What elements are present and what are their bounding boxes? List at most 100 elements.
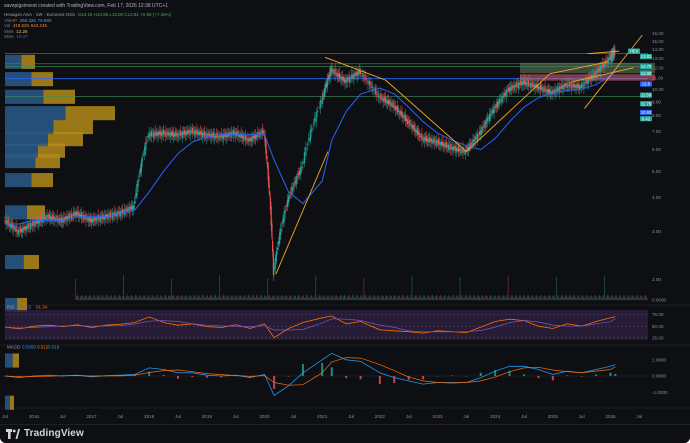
candle-body [510,86,512,91]
volume-bar [544,295,546,300]
macd-histogram-bar [287,376,290,377]
time-tick-label-10: Jul [290,414,296,419]
volume-bar [548,295,550,300]
candle-body [610,54,612,61]
candle-body [379,96,381,98]
volume-bar [440,295,441,300]
candle-body [11,222,13,228]
volume-bar [430,298,431,300]
candle-body [414,128,416,132]
candle-body [56,215,58,222]
candle-body [521,81,523,86]
volume-bar [355,297,357,300]
candle-body [572,84,574,87]
price-tick-label-10: 6.00 [652,147,661,152]
candle-body [556,86,558,92]
volume-bar [390,295,391,300]
volume-bar [374,296,376,300]
volume-bar [80,296,81,300]
volume-bar [458,297,460,300]
price-tick-label-1: 15.00 [652,39,664,44]
price-label-text-8: 9.42 [642,116,651,121]
volume-bar [324,296,326,300]
candle-body [467,145,470,151]
volume-bar [108,297,110,300]
candle-body [220,133,222,139]
volume-bar [326,295,328,300]
macd-value1: 0.0959 [22,345,36,350]
volume-bar [133,298,135,300]
candle-body [493,106,495,114]
candle-body [526,83,528,85]
candle-body [520,80,522,86]
chart-canvas[interactable]: 16.0015.0014.0013.0012.0011.0010.009.008… [0,0,690,424]
volume-bar [129,298,130,300]
candle-body [64,216,66,221]
candle-body [374,87,377,95]
volume-bar [241,298,243,300]
candle-body [84,217,86,218]
volume-bar [622,297,624,300]
volume-bar [230,296,232,300]
volume-bar [172,295,173,300]
time-tick-label-8: Jul [233,414,239,419]
volume-bar [519,295,520,300]
sma-long-line [5,71,616,225]
volume-bar [512,297,514,300]
volume-bar [347,296,348,300]
candle-body [303,152,306,164]
volume-bar [273,295,275,300]
volume-bar [96,297,98,300]
volume-bar [627,295,629,300]
candle-body [463,150,465,152]
candle-body [495,104,497,107]
volume-bar [488,298,490,300]
candle-body [228,131,230,137]
candle-body [399,110,401,115]
volume-bar [103,297,105,300]
candle-body [356,71,358,77]
candle-body [528,83,531,85]
volume-bar [307,295,308,300]
price-label-text-0: HEX [630,49,639,54]
legend-sma1-row[interactable]: SMA 12.26 [4,29,171,35]
legend-vol-row[interactable]: Vol 419.52K 943.24K [4,23,171,29]
candle-body [432,140,434,142]
volume-bar [513,297,515,300]
candle-body [439,142,441,145]
volume-profile-down-bar [23,255,39,270]
volume-profile-up-bar [5,297,18,312]
volume-bar [93,295,95,300]
volume-bar [490,295,492,300]
legend-vwap-row[interactable]: VWAP 256.32K 79.98K [4,18,171,24]
tradingview-brand[interactable]: TradingView [24,428,84,439]
volume-bar [454,298,456,300]
volume-bar [149,297,151,300]
volume-bar [286,296,288,300]
volume-bar [201,295,203,300]
candle-body [608,57,611,60]
candle-body [607,57,609,64]
volume-bar [535,295,537,300]
time-tick-label-9: 2020 [259,414,270,419]
volume-bar [165,295,166,300]
volume-bar [188,296,190,300]
volume-bar [302,295,303,300]
candle-body [346,77,348,82]
volume-bar [270,296,272,300]
candle-body [283,211,285,223]
volume-bar [285,295,287,300]
legend-sma2-row[interactable]: SMA 10.37 [4,34,171,40]
rsi-label: RSI [7,305,15,310]
symbol-title[interactable]: Hexagon ASA · 1W · Euronext Oslo [4,12,76,17]
candle-body [118,211,120,215]
candle-body [533,84,535,88]
volume-bar [492,298,494,300]
time-tick-label-21: 2026 [605,414,616,419]
price-tick-label-9: 7.00 [652,129,661,134]
candle-body [109,212,111,218]
candle-body [536,84,538,89]
macd-histogram-bar [104,375,107,377]
vwap-label: VWAP [4,17,18,23]
candle-body [490,114,492,115]
